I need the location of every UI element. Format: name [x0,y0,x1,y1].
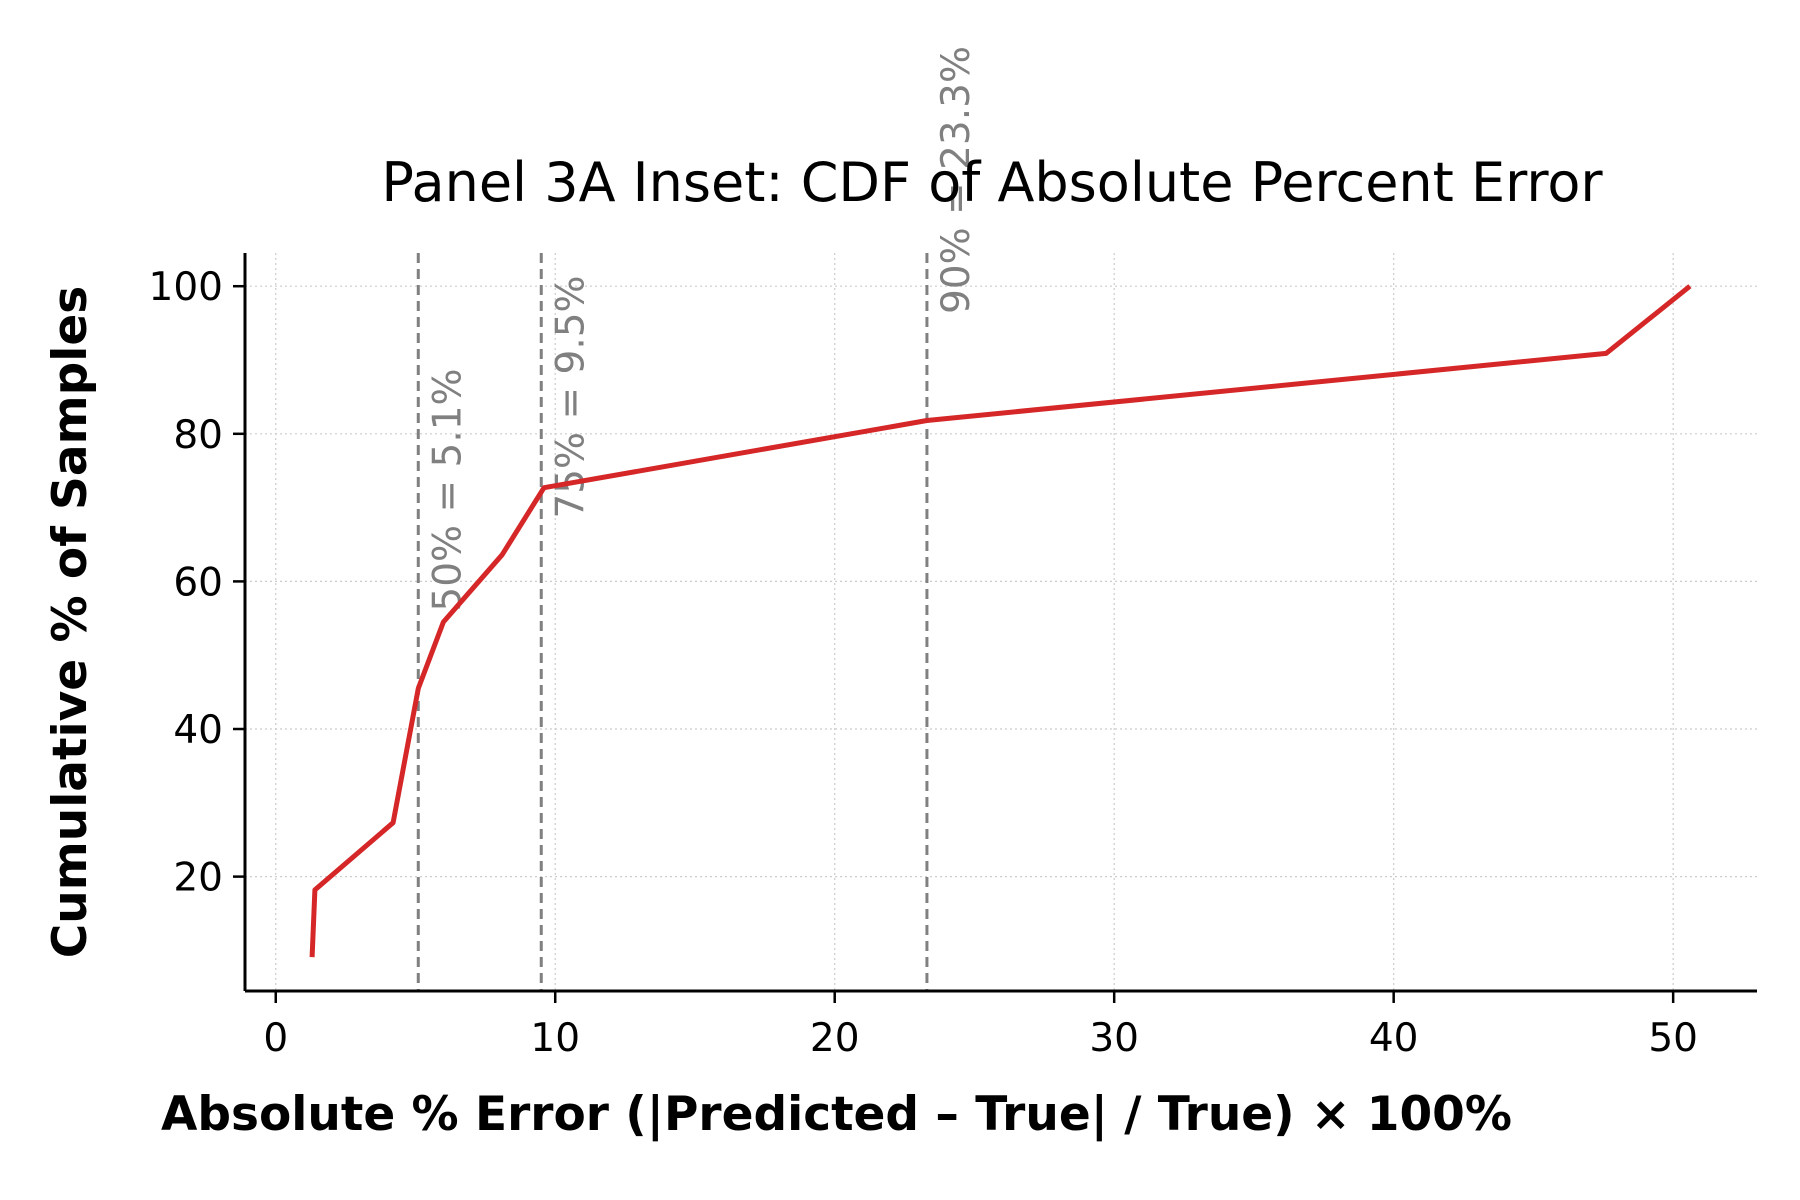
y-tick-label: 40 [173,708,223,753]
x-tick-label: 50 [1648,1016,1698,1061]
cdf-series-line [309,284,1692,958]
y-tick-label: 100 [149,265,223,310]
y-axis-label: Cumulative % of Samples [43,286,98,958]
x-tick-label: 20 [810,1016,860,1061]
y-tick-label: 20 [173,856,223,901]
ticks: 0 10 20 30 40 50 20 40 60 80 100 [149,265,1698,1061]
chart-title: Panel 3A Inset: CDF of Absolute Percent … [381,151,1603,214]
x-tick-label: 40 [1369,1016,1419,1061]
x-axis-label: Absolute % Error (|Predicted – True| / T… [161,1087,1512,1142]
y-tick-label: 60 [173,560,223,605]
axes [243,253,1757,993]
x-tick-label: 10 [530,1016,580,1061]
reference-line-label: 50% = 5.1% [425,368,470,611]
reference-line-label: 90% = 23.3% [934,46,979,314]
x-tick-label: 0 [263,1016,288,1061]
x-tick-label: 30 [1089,1016,1139,1061]
y-tick-label: 80 [173,413,223,458]
reference-lines: 50% = 5.1% 75% = 9.5%90% = 23.3% [416,46,979,991]
grid-lines [245,253,1757,991]
